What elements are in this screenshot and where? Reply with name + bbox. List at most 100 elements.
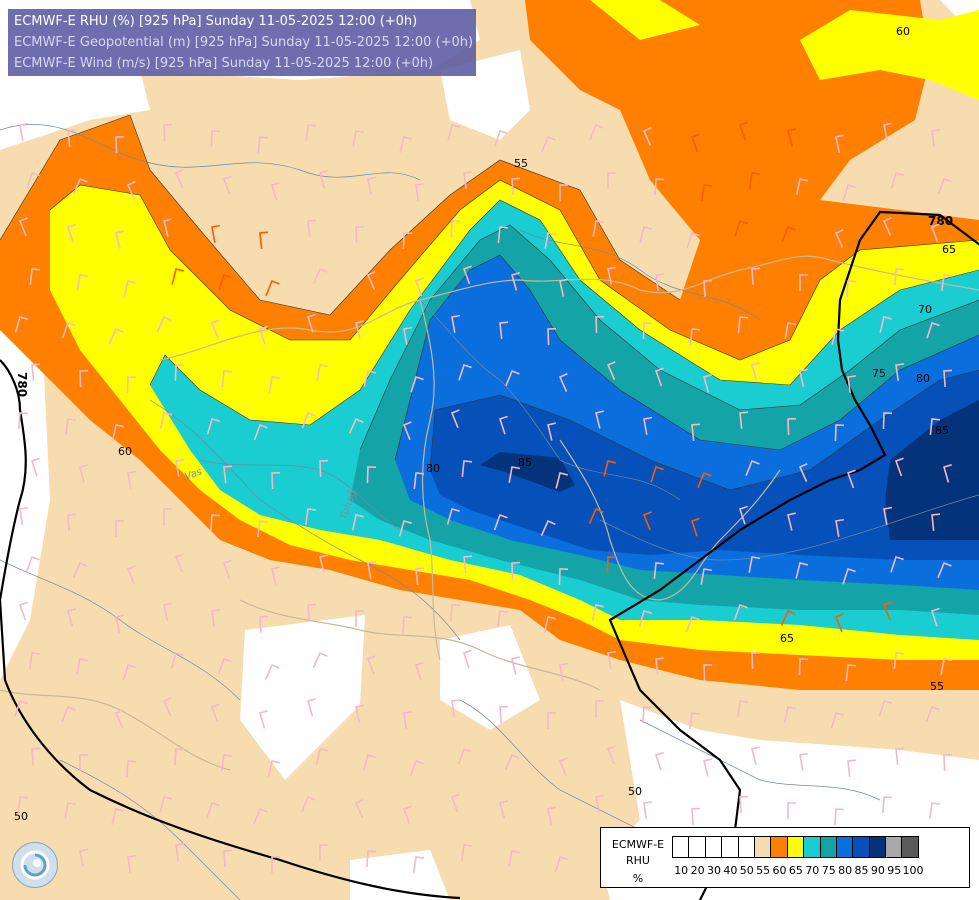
wind-barb: [257, 136, 269, 153]
title-wind: ECMWF-E Wind (m/s) [925 hPa] Sunday 11-0…: [14, 56, 434, 71]
wind-barb: [210, 514, 221, 532]
legend-swatch: [901, 836, 919, 858]
wind-barb: [126, 181, 136, 200]
wind-barb: [352, 130, 365, 147]
rhu-label-50-left: 50: [14, 810, 28, 823]
wind-barb: [930, 223, 940, 243]
wind-barb: [259, 710, 268, 729]
wind-barb: [450, 793, 460, 813]
wind-barb: [511, 272, 520, 291]
legend-tick-label: 80: [838, 864, 853, 877]
rhu-label-80-left: 80: [426, 462, 440, 475]
wind-barb: [499, 800, 508, 819]
wind-barb: [163, 508, 172, 525]
wind-barb: [499, 321, 509, 339]
wind-barb: [402, 421, 412, 441]
wind-barb: [315, 748, 328, 765]
legend-tick-label: 75: [821, 864, 836, 877]
rivers: [0, 124, 979, 900]
wind-barb: [402, 805, 412, 825]
wind-barb: [307, 698, 316, 717]
legend-tick-label: 10: [674, 864, 689, 877]
wind-barb: [883, 506, 893, 525]
wind-barb: [733, 603, 748, 621]
wind-barb: [26, 171, 40, 189]
wind-barb: [362, 754, 376, 771]
wind-barb: [925, 705, 940, 723]
wind-barb: [842, 184, 856, 201]
legend-tick-label: 65: [788, 864, 803, 877]
wind-barb: [163, 123, 173, 142]
wind-barb: [222, 559, 232, 579]
wind-barb: [748, 172, 761, 189]
wind-barb: [271, 182, 280, 201]
wind-barb: [67, 608, 76, 627]
wind-barb: [834, 424, 845, 442]
wind-barb: [643, 801, 653, 819]
rhu-label-65-bottom: 65: [780, 632, 794, 645]
legend-swatch: [770, 836, 788, 858]
wind-barb: [79, 464, 88, 483]
wind-barb: [115, 614, 124, 633]
wind-barb: [499, 705, 509, 724]
wind-barb: [409, 759, 424, 777]
wind-barb: [738, 121, 748, 141]
wind-barb: [591, 604, 604, 621]
wind-barb: [18, 217, 28, 237]
wind-barb: [943, 369, 953, 388]
rhu-label-85-center: 85: [518, 456, 532, 469]
wind-barb: [642, 322, 653, 340]
wind-barb: [259, 231, 269, 249]
legend-tick-label: 85: [854, 864, 869, 877]
wind-barb: [559, 184, 568, 201]
wind-barb: [496, 610, 509, 627]
legend-tick-label: 20: [690, 864, 705, 877]
wind-barb: [606, 556, 617, 574]
legend-swatch: [704, 836, 723, 858]
wind-barb: [654, 367, 664, 387]
wind-barb: [271, 566, 280, 585]
rhu-label-65-right: 65: [942, 243, 956, 256]
wind-barb: [258, 325, 268, 345]
legend-swatch: [835, 836, 854, 858]
wind-barb: [943, 464, 952, 483]
wind-barb: [115, 230, 124, 249]
wind-barb: [798, 658, 809, 676]
wind-barb: [842, 567, 856, 585]
wind-barb: [606, 361, 616, 380]
wind-barb: [504, 753, 520, 770]
wind-barb: [355, 704, 364, 723]
wind-barb: [115, 135, 125, 154]
wind-barb: [31, 747, 41, 766]
wind-barb: [76, 274, 89, 291]
wind-barb: [943, 753, 953, 772]
wind-barb: [114, 709, 124, 728]
wind-barb: [783, 706, 796, 723]
wind-barb: [638, 610, 652, 627]
wind-barb: [882, 412, 893, 430]
wind-barb: [220, 754, 233, 771]
color-legend: ECMWF-E RHU % 10 20 30 40 50 55 60 65 70 75 80 85 90…: [600, 827, 970, 888]
rhu-label-60-topright: 60: [896, 25, 910, 38]
legend-tick-label: 70: [805, 864, 820, 877]
wind-barb: [508, 466, 521, 483]
wind-barb: [739, 795, 749, 814]
legend-swatch: [852, 836, 870, 858]
title-rhu: ECMWF-E RHU (%) [925 hPa] Sunday 11-05-2…: [14, 14, 418, 29]
legend-tick-label: 100: [902, 864, 924, 877]
wind-barb: [175, 458, 185, 477]
wind-barb: [595, 315, 605, 334]
wind-barb: [745, 459, 760, 477]
wind-barb: [210, 703, 220, 723]
legend-swatches: [672, 836, 919, 858]
wind-barb: [798, 463, 808, 482]
wind-barb: [737, 316, 749, 333]
wind-barb: [211, 224, 221, 243]
wind-barb: [271, 856, 280, 873]
wind-barb: [691, 807, 701, 826]
wind-barb: [493, 513, 508, 531]
legend-swatch: [688, 836, 706, 858]
wind-barb: [940, 658, 953, 675]
wind-barb: [30, 457, 40, 477]
wind-barb: [402, 616, 413, 634]
